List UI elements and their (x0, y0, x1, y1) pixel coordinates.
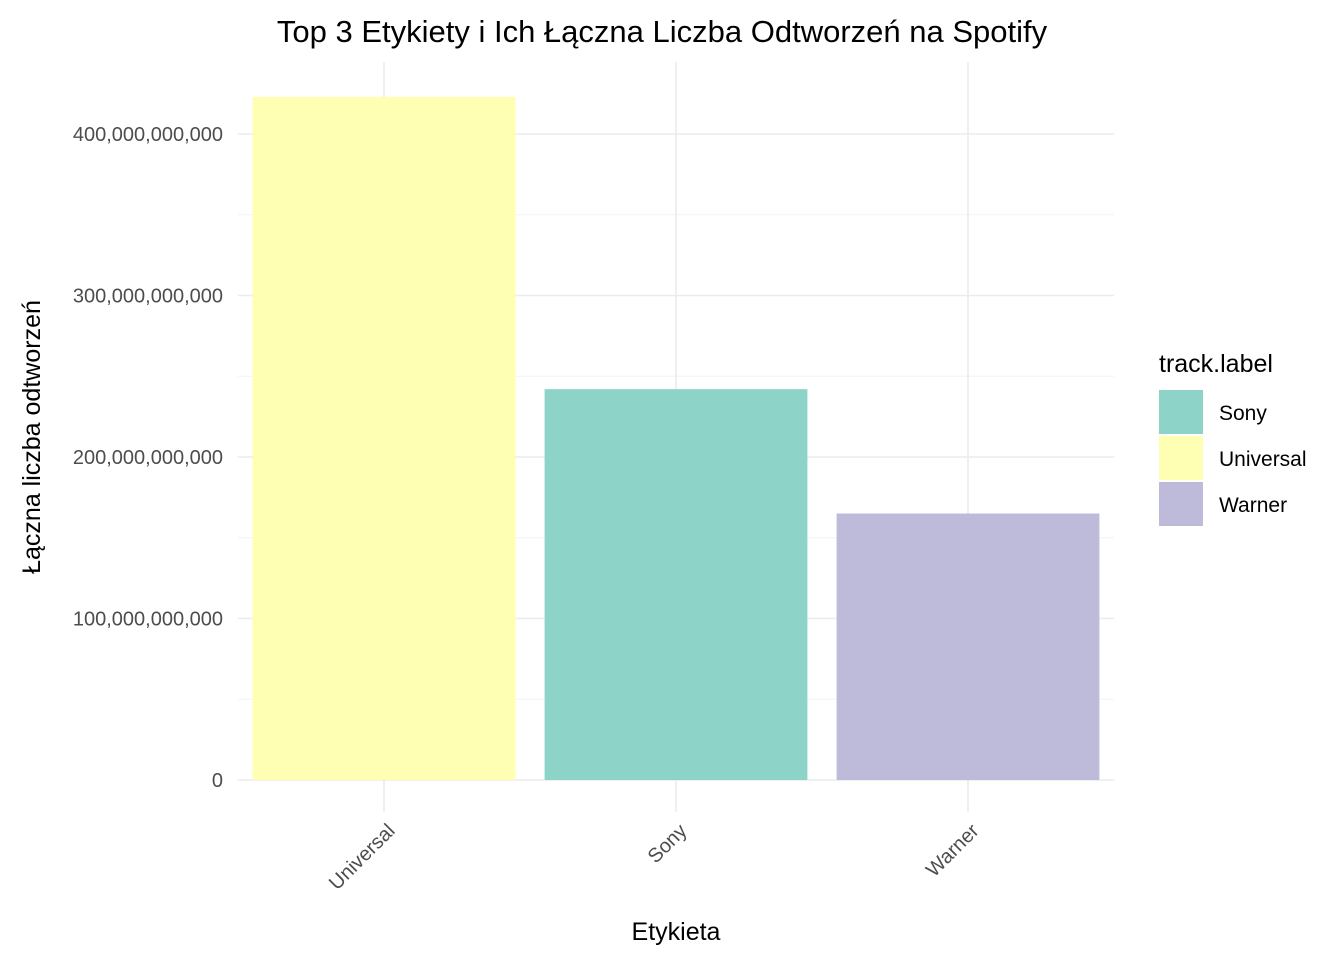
bar-universal (252, 96, 516, 781)
legend-label: Universal (1219, 448, 1307, 471)
x-tick-label: Sony (644, 820, 692, 868)
legend: track.label Sony Universal Warner (1159, 350, 1307, 526)
y-axis-ticks: 0 100,000,000,000 200,000,000,000 300,000,0… (73, 124, 223, 792)
x-axis-title: Etykieta (632, 918, 721, 946)
x-tick-label: Universal (325, 820, 400, 895)
x-tick-label: Warner (922, 820, 984, 882)
bar-warner (836, 513, 1100, 780)
legend-title: track.label (1159, 350, 1273, 378)
y-tick-label: 100,000,000,000 (73, 609, 223, 631)
legend-key-warner (1159, 482, 1203, 526)
bar-sony (544, 389, 808, 780)
y-tick-label: 400,000,000,000 (73, 124, 223, 146)
chart-title: Top 3 Etykiety i Ich Łączna Liczba Odtwo… (277, 14, 1048, 49)
y-axis-title: Łączna liczba odtworzeń (18, 300, 46, 574)
bars (252, 96, 1100, 781)
legend-label: Warner (1219, 494, 1287, 517)
y-tick-label: 0 (212, 770, 223, 792)
legend-key-universal (1159, 436, 1203, 480)
y-tick-label: 200,000,000,000 (73, 447, 223, 469)
legend-key-sony (1159, 390, 1203, 434)
x-axis-ticks: Universal Sony Warner (325, 820, 984, 895)
legend-label: Sony (1219, 402, 1267, 425)
y-tick-label: 300,000,000,000 (73, 286, 223, 308)
